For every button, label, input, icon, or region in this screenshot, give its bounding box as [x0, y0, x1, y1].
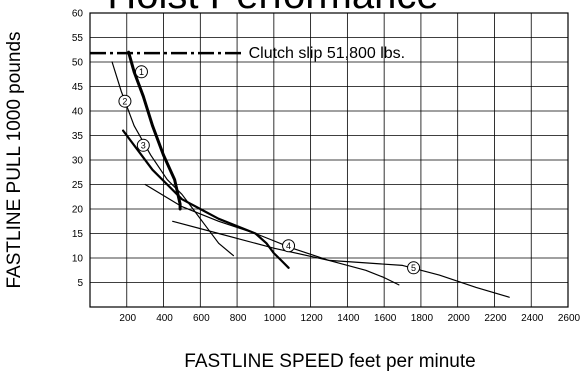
y-tick-label: 50 — [72, 58, 84, 69]
x-tick-label: 1800 — [411, 313, 434, 324]
series-marker-circle — [118, 94, 132, 108]
x-tick-label: 2400 — [521, 313, 544, 324]
x-tick-labels: 200 400 600 800 1000 1200 1400 1600 1800 2000 2200… — [119, 313, 580, 324]
series-marker-2: 2 — [118, 94, 132, 108]
series-lines — [111, 50, 510, 298]
x-tick-label: 800 — [230, 313, 247, 324]
series-marker-label: 5 — [411, 263, 416, 273]
x-tick-label: 1200 — [300, 313, 323, 324]
y-tick-label: 40 — [72, 107, 84, 118]
x-tick-label: 1400 — [337, 313, 360, 324]
x-tick-label: 400 — [156, 313, 173, 324]
x-tick-label: 2000 — [448, 313, 471, 324]
y-tick-labels: 5 10 15 20 25 30 35 40 45 50 55 60 — [72, 9, 84, 290]
y-tick-label: 60 — [72, 9, 84, 20]
x-axis-title: FASTLINE SPEED feet per minute — [184, 351, 475, 372]
y-tick-label: 25 — [72, 180, 84, 191]
series-marker-circle — [136, 138, 150, 152]
series-marker-label: 3 — [141, 141, 146, 151]
series-line-2 — [111, 61, 234, 257]
grid — [89, 12, 569, 308]
series-markers: 1 2 3 4 5 — [118, 65, 421, 275]
chart-title: Hoist Performance — [107, 0, 438, 17]
x-tick-label: 1600 — [374, 313, 397, 324]
series-marker-3: 3 — [136, 138, 150, 152]
clutch-slip-label: Clutch slip 51,800 lbs. — [249, 45, 406, 62]
series-marker-1: 1 — [134, 65, 148, 79]
y-tick-label: 10 — [72, 254, 84, 265]
series-marker-4: 4 — [282, 239, 296, 253]
x-tick-label: 2200 — [484, 313, 507, 324]
series-line-1 — [127, 50, 182, 211]
x-tick-label: 2600 — [558, 313, 581, 324]
series-marker-label: 2 — [122, 96, 127, 106]
y-tick-label: 55 — [72, 33, 84, 44]
x-tick-label: 600 — [193, 313, 210, 324]
y-axis-title: FASTLINE PULL 1000 pounds — [4, 31, 25, 288]
x-tick-label: 200 — [119, 313, 136, 324]
y-tick-label: 5 — [77, 278, 83, 289]
y-tick-label: 15 — [72, 229, 84, 240]
series-marker-circle — [282, 239, 296, 253]
series-line-3 — [121, 129, 290, 269]
series-marker-label: 4 — [286, 241, 291, 251]
series-marker-5: 5 — [407, 261, 421, 275]
series-marker-circle — [407, 261, 421, 275]
y-tick-label: 45 — [72, 82, 84, 93]
y-tick-label: 20 — [72, 205, 84, 216]
y-tick-label: 35 — [72, 131, 84, 142]
y-tick-label: 30 — [72, 156, 84, 167]
series-marker-label: 1 — [139, 67, 144, 77]
series-marker-circle — [134, 65, 148, 79]
x-tick-label: 1000 — [264, 313, 287, 324]
series-line-5 — [172, 220, 510, 298]
